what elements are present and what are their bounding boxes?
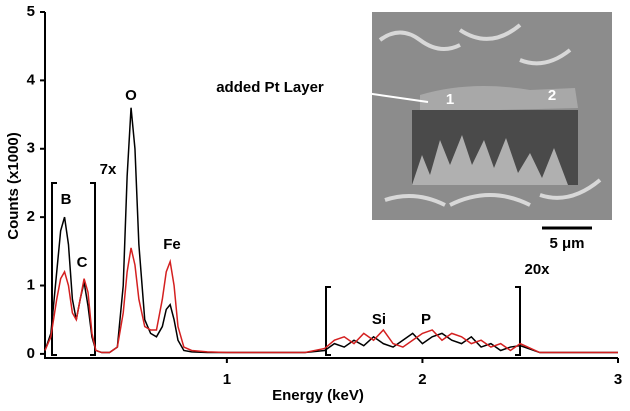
sem-texture [378,23,602,207]
marker-label: 1 [446,91,454,108]
y-tick-label: 0 [27,345,35,362]
annotation: P [421,311,431,328]
bracket [51,182,521,356]
pt-layer [420,86,578,112]
y-tick-label: 2 [27,208,35,225]
annotation: O [125,87,137,104]
y-tick-label: 5 [27,3,35,20]
annotation: Fe [163,236,181,253]
trench-debris [412,135,568,185]
inset-image: added Pt Layer 1 2 5 μm [216,12,612,252]
x-tick-label: 1 [223,371,231,388]
callout-arrow [344,89,429,103]
y-tick-label: 4 [27,71,36,88]
axes [44,12,618,359]
callout-label: added Pt Layer [216,79,324,96]
annotation: C [77,254,88,271]
x-tick-label: 3 [614,371,622,388]
y-tick-label: 1 [27,276,35,293]
annotation: 7x [100,161,117,178]
annotation: 20x [524,261,550,278]
annotation: B [61,191,72,208]
scale-bar-label: 5 μm [549,235,584,252]
y-axis-label: Counts (x1000) [5,132,22,240]
series-line [44,247,618,354]
x-tick-label: 2 [418,371,426,388]
y-tick-label: 3 [27,140,35,157]
x-axis-label: Energy (keV) [272,387,364,404]
annotation: Si [372,311,386,328]
marker-label: 2 [548,87,556,104]
series-line [44,107,618,354]
